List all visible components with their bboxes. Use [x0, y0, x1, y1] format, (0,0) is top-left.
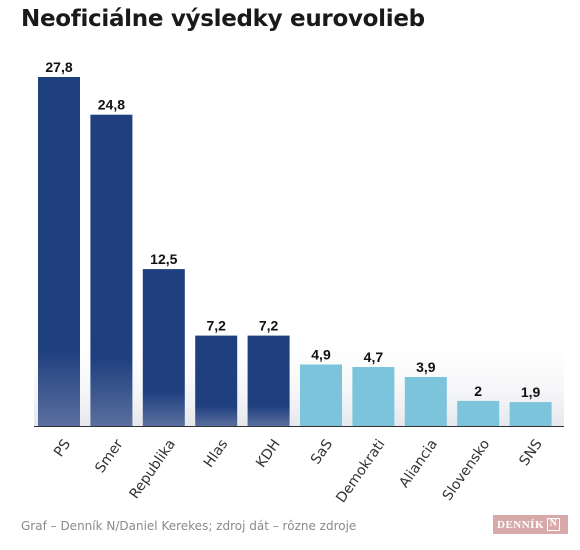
value-label-republika: 12,5 [150, 251, 177, 267]
value-label-ps: 27,8 [45, 59, 72, 75]
category-label-hlas: Hlas [201, 437, 231, 471]
value-label-hlas: 7,2 [206, 318, 226, 334]
value-label-slovensko: 2 [474, 383, 482, 399]
value-label-smer: 24,8 [98, 97, 125, 113]
bar-smer [90, 114, 133, 426]
value-label-sns: 1,9 [521, 384, 541, 400]
bar-kdh [247, 335, 290, 426]
category-label-sns: SNS [516, 437, 545, 469]
brand-logo-mark: N [547, 518, 561, 531]
category-label-ps: PS [51, 437, 74, 460]
value-label-sas: 4,9 [311, 347, 331, 363]
bar-republika [142, 269, 185, 426]
category-label-aliancia: Aliancia [396, 437, 441, 491]
source-caption: Graf – Denník N/Daniel Kerekes; zdroj dá… [21, 519, 357, 533]
bar-slovensko [457, 400, 500, 426]
bar-chart: 27,8 24,8 12,5 7,2 7,2 4,9 4,7 3,9 2 1,9 PS Smer Re… [34, 59, 564, 506]
bar-hlas [195, 335, 238, 426]
brand-logo: DENNÍK N [493, 515, 568, 534]
category-label-slovensko: Slovensko [440, 437, 494, 504]
value-label-kdh: 7,2 [259, 318, 279, 334]
bar-sns [509, 402, 552, 426]
category-label-kdh: KDH [253, 437, 284, 471]
category-label-sas: SaS [308, 437, 336, 468]
bar-sas [300, 364, 342, 426]
category-label-demokrati: Demokrati [333, 437, 388, 506]
bar-demokrati [352, 367, 395, 426]
value-label-aliancia: 3,9 [416, 359, 436, 375]
bar-aliancia [404, 377, 447, 426]
chart-title: Neoficiálne výsledky eurovolieb [21, 6, 425, 32]
bar-ps [38, 77, 80, 426]
brand-logo-text: DENNÍK [497, 518, 545, 531]
category-label-republika: Republika [126, 437, 178, 502]
category-label-smer: Smer [92, 436, 126, 476]
value-label-demokrati: 4,7 [364, 349, 384, 365]
